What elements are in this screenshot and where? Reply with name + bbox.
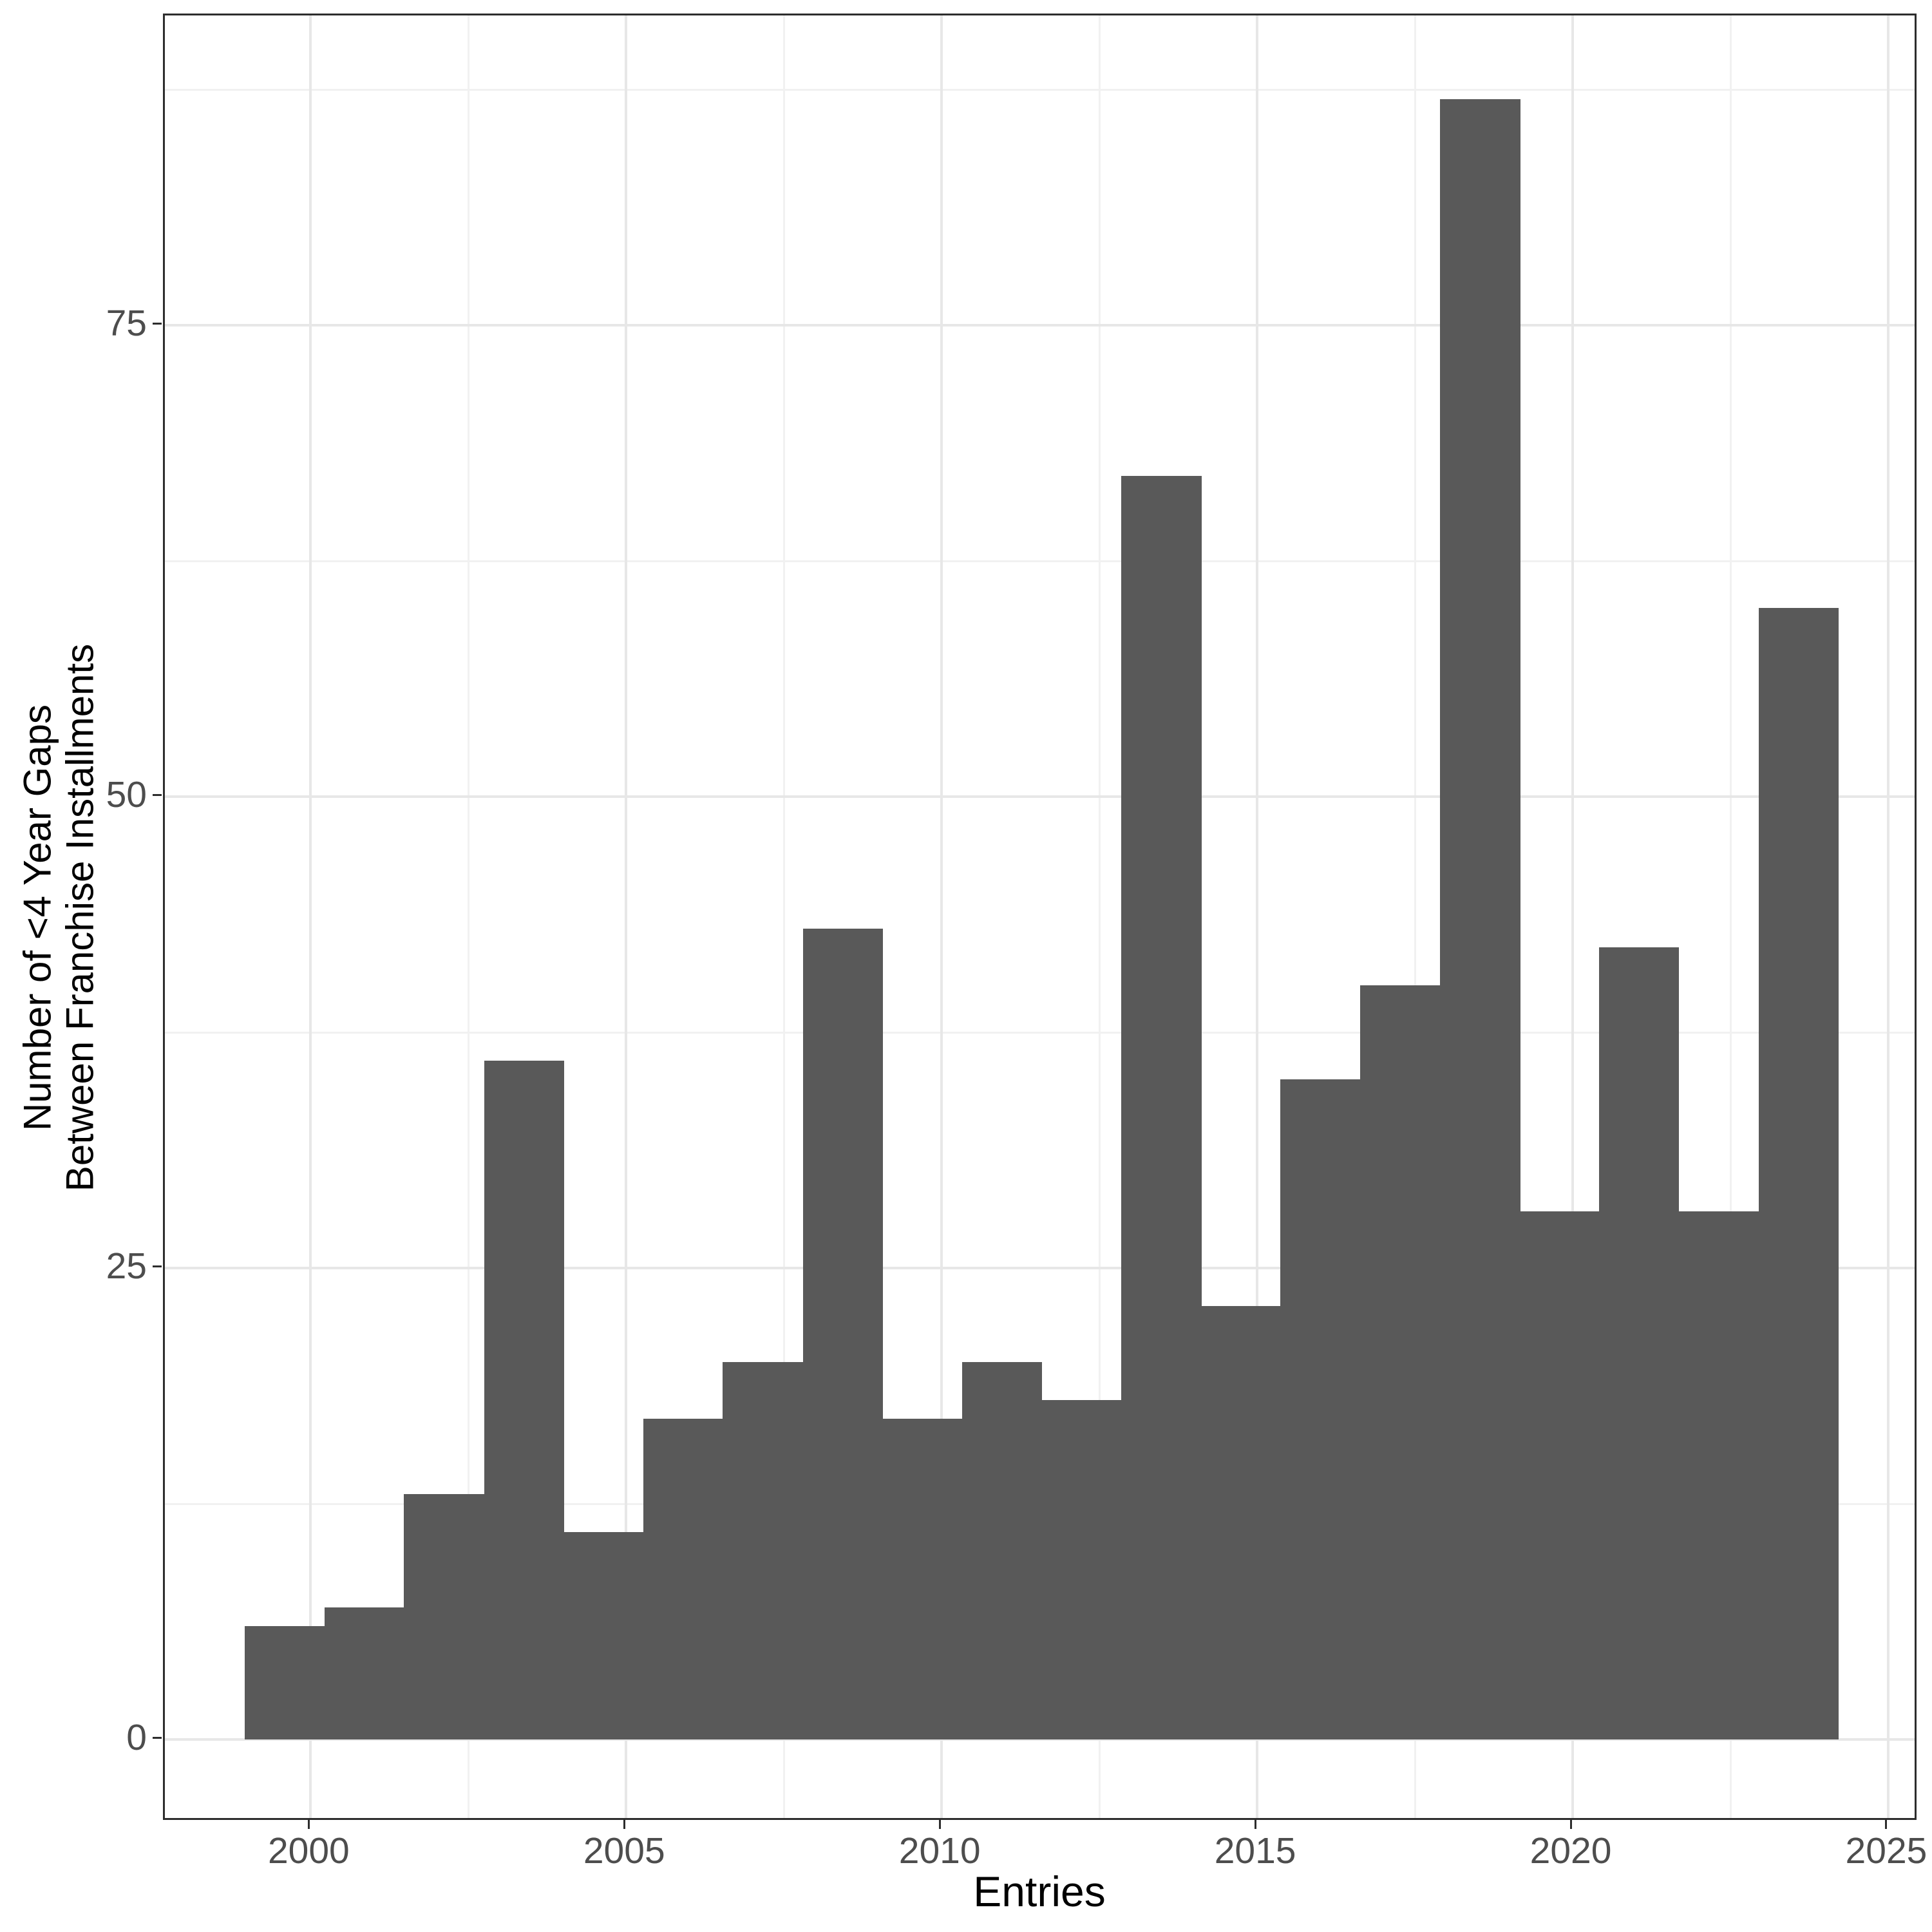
histogram-bar [723,1362,804,1740]
y-axis-title-line1: Number of <4 Year Gaps [15,704,59,1132]
x-axis-tickmark [938,1820,941,1829]
x-minor-gridline [1414,15,1416,1818]
y-major-gridline [165,1267,1915,1270]
x-axis-tickmark [1569,1820,1572,1829]
histogram-bar [643,1419,723,1740]
histogram-bar [404,1494,485,1740]
y-axis-tickmark [153,793,162,796]
y-minor-gridline [165,1031,1915,1034]
x-major-gridline [625,15,628,1818]
histogram-bar [1041,1400,1122,1740]
y-major-gridline [165,324,1915,327]
histogram-bar [961,1362,1042,1740]
histogram-bar [484,1060,565,1740]
histogram-bar [324,1607,405,1740]
histogram-bar [245,1626,325,1740]
x-minor-gridline [1098,15,1101,1818]
histogram-bar [1678,1211,1759,1740]
plot-panel [163,14,1917,1820]
y-major-gridline [165,795,1915,799]
x-axis-tickmark [1885,1820,1888,1829]
y-axis-tickmark [153,1265,162,1267]
histogram-bar [1519,1211,1600,1740]
x-minor-gridline [1729,15,1732,1818]
histogram-bar [1759,608,1839,1740]
x-axis-title: Entries [973,1868,1106,1915]
histogram-bar [1121,476,1202,1740]
x-tick-label: 2005 [583,1830,665,1871]
histogram-bar [1599,947,1680,1740]
y-tick-label: 75 [106,303,147,345]
histogram-bar [1200,1305,1282,1740]
x-axis-tickmark [307,1820,310,1829]
x-tick-label: 2000 [267,1830,350,1871]
x-major-gridline [940,15,943,1818]
y-minor-gridline [165,560,1915,562]
histogram-bar [564,1531,644,1740]
x-minor-gridline [782,15,785,1818]
x-major-gridline [309,15,312,1818]
x-major-gridline [1571,15,1575,1818]
y-axis-title-line2: Between Franchise Installments [58,643,102,1192]
x-tick-label: 2020 [1530,1830,1612,1871]
x-axis-tickmark [623,1820,625,1829]
x-axis-tickmark [1254,1820,1256,1829]
histogram-bar [1280,1079,1361,1740]
x-tick-label: 2015 [1214,1830,1296,1871]
histogram-bar [1359,985,1441,1740]
y-tick-label: 25 [106,1245,147,1287]
y-minor-gridline [165,88,1915,91]
y-axis-tickmark [153,322,162,325]
histogram-bar [1440,99,1520,1740]
y-axis-tickmark [153,1736,162,1739]
histogram-bar [802,929,883,1740]
histogram-bar [882,1419,963,1740]
x-major-gridline [1256,15,1259,1818]
y-axis-title: Number of <4 Year Gaps Between Franchise… [15,15,107,1821]
y-major-gridline [165,1738,1915,1741]
x-tick-label: 2025 [1845,1830,1927,1871]
y-tick-label: 50 [106,774,147,816]
y-tick-label: 0 [126,1717,147,1759]
x-tick-label: 2010 [898,1830,981,1871]
x-major-gridline [1886,15,1889,1818]
x-minor-gridline [467,15,469,1818]
